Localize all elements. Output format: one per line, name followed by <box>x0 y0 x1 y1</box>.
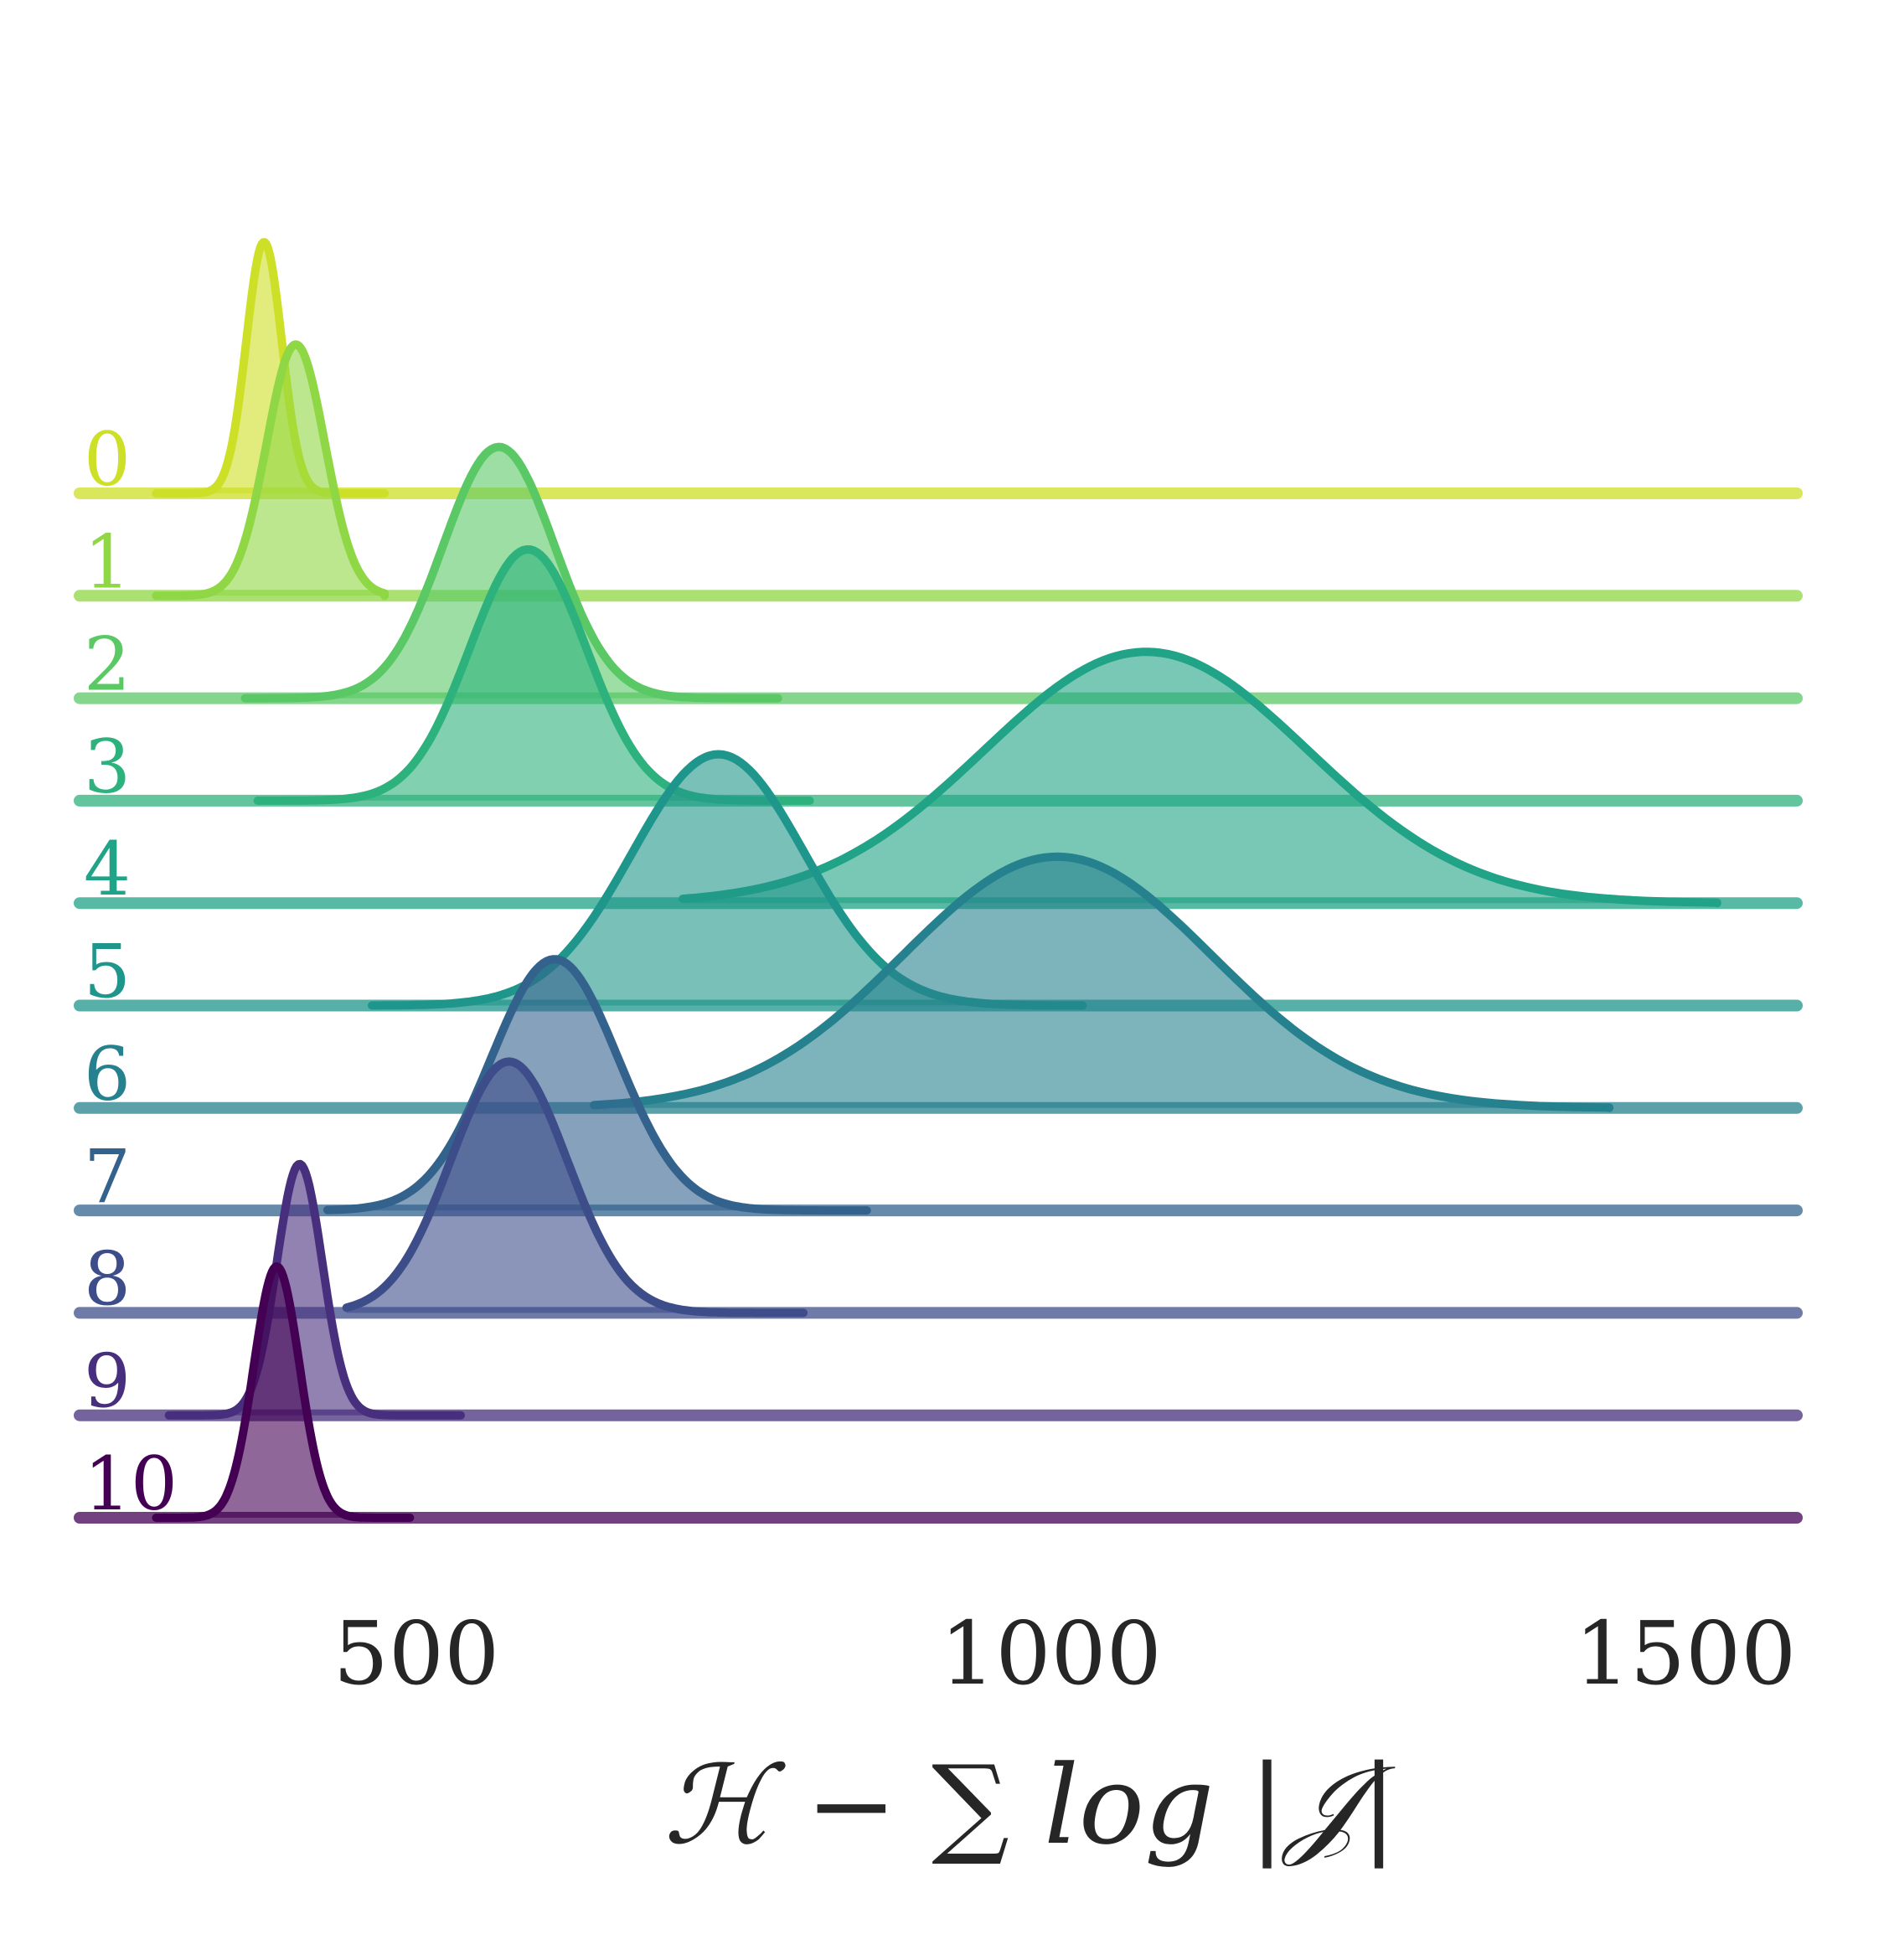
density-curve-2 <box>240 442 782 703</box>
ridge-row-0: 0 <box>74 238 1803 503</box>
row-label-5: 5 <box>84 929 131 1015</box>
row-label-7: 7 <box>84 1133 131 1220</box>
row-label-10: 10 <box>84 1441 178 1527</box>
density-fill-4 <box>683 652 1717 904</box>
ridge-row-8: 8 <box>74 1057 1803 1322</box>
density-curve-7 <box>323 955 871 1215</box>
row-label-9: 9 <box>84 1338 131 1425</box>
ridge-row-9: 9 <box>74 1159 1803 1425</box>
density-fill-1 <box>156 344 385 596</box>
x-axis-label: ℋ − ∑ log |𝒥| <box>663 1741 1397 1869</box>
density-fill-6 <box>594 856 1610 1108</box>
ridge-row-6: 6 <box>74 852 1803 1117</box>
density-curve-4 <box>679 647 1721 908</box>
row-label-6: 6 <box>84 1031 131 1117</box>
x-tick-label-1500: 1500 <box>1575 1602 1797 1705</box>
density-fill-0 <box>156 242 385 493</box>
density-curve-8 <box>342 1057 808 1318</box>
density-curve-9 <box>164 1159 465 1420</box>
row-label-8: 8 <box>84 1235 131 1322</box>
density-fill-9 <box>168 1163 461 1416</box>
density-curve-6 <box>590 852 1614 1112</box>
row-label-4: 4 <box>84 826 131 912</box>
density-fill-5 <box>372 754 1083 1006</box>
x-axis: 500 1000 1500 <box>333 1602 1797 1705</box>
x-tick-label-1000: 1000 <box>940 1602 1162 1705</box>
row-label-0: 0 <box>84 416 131 503</box>
density-curve-0 <box>152 238 390 498</box>
row-label-3: 3 <box>84 724 131 810</box>
ridge-row-1: 1 <box>74 340 1803 605</box>
density-fill-3 <box>257 549 810 801</box>
ridge-row-10: 10 <box>74 1262 1803 1527</box>
density-curve-10 <box>152 1262 415 1522</box>
row-label-1: 1 <box>84 518 131 605</box>
x-tick-label-500: 500 <box>333 1602 500 1705</box>
density-fill-10 <box>156 1266 410 1518</box>
density-curve-1 <box>152 340 390 601</box>
ridge-row-4: 4 <box>74 647 1803 912</box>
row-label-2: 2 <box>84 622 131 708</box>
ridge-rows: 0 1 2 3 4 5 6 7 8 9 10 <box>74 238 1803 1527</box>
